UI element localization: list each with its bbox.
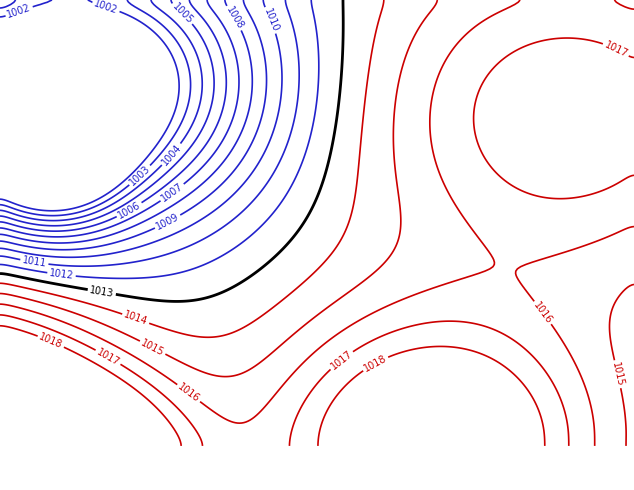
Text: 1017: 1017 xyxy=(603,40,630,59)
Text: ©weatheronline.co.uk: ©weatheronline.co.uk xyxy=(505,480,629,490)
Text: 1017: 1017 xyxy=(95,346,121,368)
Text: 1015: 1015 xyxy=(610,361,625,387)
Text: 1016: 1016 xyxy=(531,300,554,325)
Text: 1009: 1009 xyxy=(155,212,181,232)
Text: 1016: 1016 xyxy=(176,382,202,404)
Text: 1003: 1003 xyxy=(127,164,152,188)
Text: 1011: 1011 xyxy=(22,255,47,269)
Text: 1017: 1017 xyxy=(328,348,354,371)
Text: Fr 03-05-2024 00:00 UTC (00+48): Fr 03-05-2024 00:00 UTC (00+48) xyxy=(408,460,629,473)
Text: 1005: 1005 xyxy=(170,1,195,26)
Text: 1002: 1002 xyxy=(93,0,119,16)
Text: Surface pressure [hPa] ECMWF: Surface pressure [hPa] ECMWF xyxy=(5,460,205,473)
Text: 1004: 1004 xyxy=(160,142,183,167)
Text: 1006: 1006 xyxy=(116,199,143,220)
Text: 1014: 1014 xyxy=(122,310,149,327)
Text: 1010: 1010 xyxy=(262,7,280,33)
Text: 1007: 1007 xyxy=(159,181,185,204)
Text: 1018: 1018 xyxy=(37,332,64,351)
Text: 1013: 1013 xyxy=(89,285,115,299)
Text: 1015: 1015 xyxy=(139,338,166,358)
Text: 1002: 1002 xyxy=(6,2,32,20)
Text: 1008: 1008 xyxy=(224,5,245,31)
Text: 1012: 1012 xyxy=(49,268,74,281)
Text: 1018: 1018 xyxy=(362,353,389,373)
